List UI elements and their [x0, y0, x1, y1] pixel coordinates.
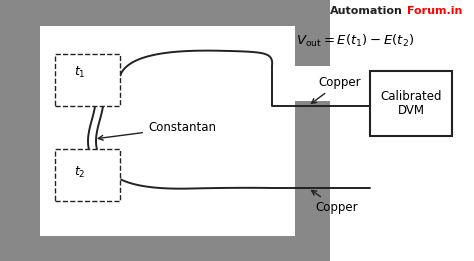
Text: Calibrated
DVM: Calibrated DVM	[380, 90, 442, 117]
Text: $t_1$: $t_1$	[74, 65, 85, 80]
Bar	[295, 0, 474, 261]
Bar	[370, 71, 452, 136]
Bar	[295, 101, 330, 261]
Text: Forum.in: Forum.in	[407, 6, 462, 16]
Text: Constantan: Constantan	[98, 121, 216, 140]
Bar	[55, 149, 120, 201]
Text: $t_2$: $t_2$	[74, 165, 85, 180]
Bar	[40, 26, 295, 236]
Text: Copper: Copper	[311, 191, 357, 214]
Bar	[55, 54, 120, 106]
Bar	[295, 0, 330, 66]
Text: $V_{\rm out} = E(t_1) - E(t_2)$: $V_{\rm out} = E(t_1) - E(t_2)$	[296, 33, 414, 49]
Text: Copper: Copper	[311, 76, 361, 103]
Bar	[0, 0, 330, 261]
Text: Automation: Automation	[330, 6, 403, 16]
Bar	[40, 26, 295, 236]
